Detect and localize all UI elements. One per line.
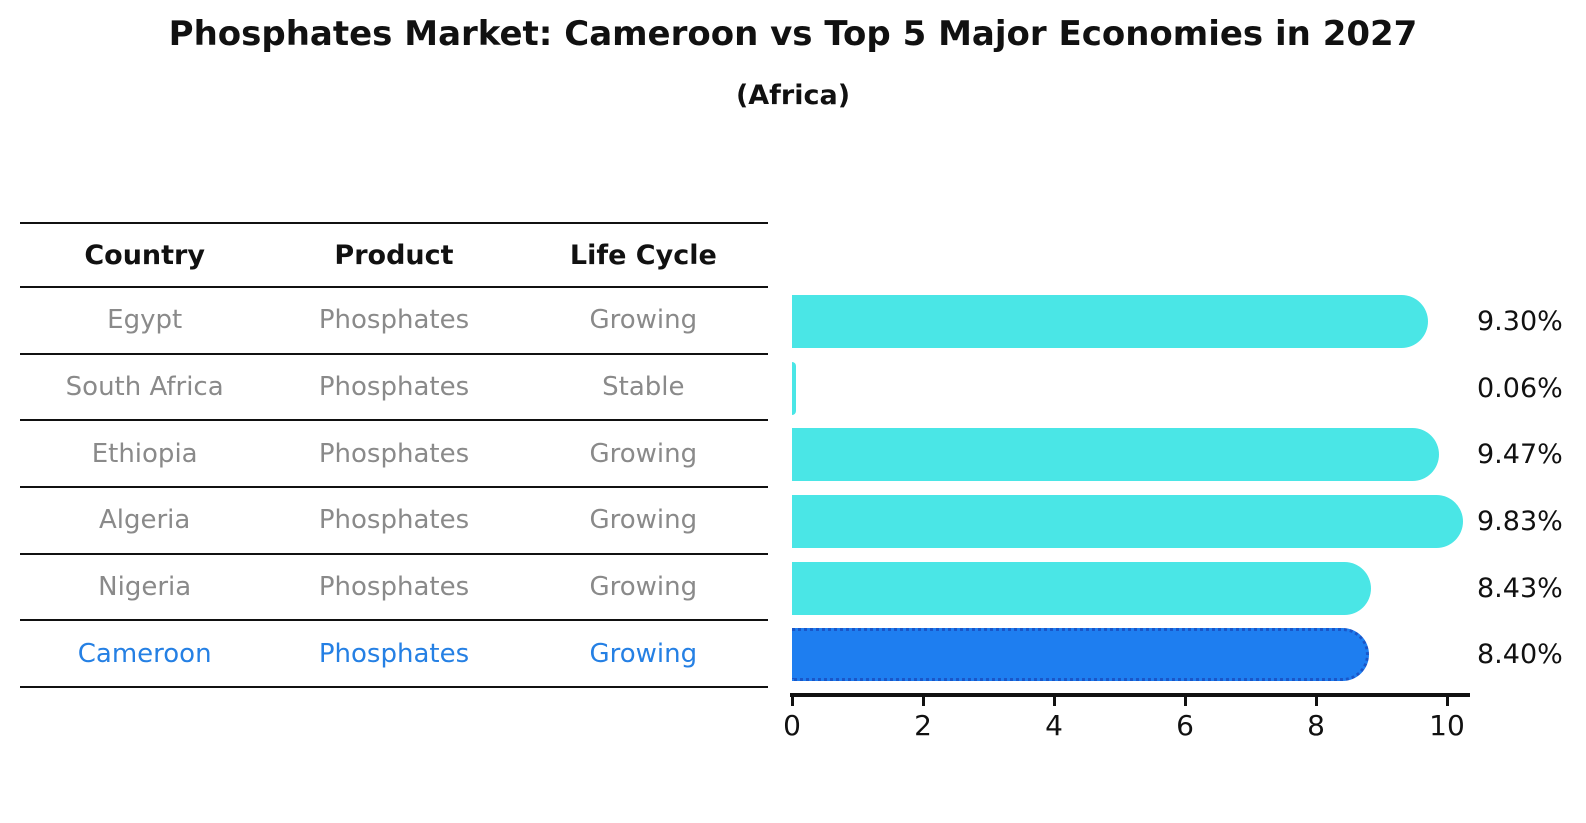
x-tick-mark (1184, 697, 1187, 706)
cell-lifecycle: Growing (589, 305, 698, 336)
bar-row-algeria (792, 488, 1492, 555)
cell-lifecycle: Stable (602, 372, 685, 403)
cell-product: Phosphates (318, 572, 470, 603)
bar-algeria (792, 494, 1463, 548)
cell-lifecycle: Growing (589, 505, 698, 536)
table-header-row: Country Product Life Cycle (20, 222, 768, 288)
page-title: Phosphates Market: Cameroon vs Top 5 Maj… (168, 14, 1418, 54)
cell-product: Phosphates (318, 505, 470, 536)
bar-row-ethiopia (792, 421, 1492, 488)
value-label-cameroon: 8.40% (1477, 639, 1563, 671)
x-tick-label: 2 (914, 709, 932, 742)
bar-row-nigeria (792, 555, 1492, 622)
cell-country: South Africa (65, 372, 224, 403)
value-label-south-africa: 0.06% (1477, 372, 1563, 404)
table-row-ethiopia: Ethiopia Phosphates Growing (20, 421, 768, 489)
page-subtitle: (Africa) (735, 80, 851, 111)
table-row-nigeria: Nigeria Phosphates Growing (20, 555, 768, 622)
cell-country: Nigeria (98, 572, 192, 603)
table-row-egypt: Egypt Phosphates Growing (20, 288, 768, 355)
cell-lifecycle: Growing (589, 638, 698, 669)
country-table: Country Product Life Cycle Egypt Phospha… (20, 222, 768, 689)
cell-country: Egypt (107, 305, 183, 336)
x-tick-label: 8 (1307, 709, 1325, 742)
table-row-south-africa: South Africa Phosphates Stable (20, 355, 768, 422)
value-label-algeria: 9.83% (1477, 505, 1563, 537)
bar-south-africa (792, 361, 796, 415)
bar-row-egypt (792, 288, 1492, 355)
bar-plot (792, 288, 1492, 688)
x-tick-mark (1315, 697, 1318, 706)
x-tick-mark (1446, 697, 1449, 706)
value-label-nigeria: 8.43% (1477, 572, 1563, 604)
bar-nigeria (792, 561, 1372, 615)
cell-country: Cameroon (77, 638, 212, 669)
x-axis-line (790, 693, 1470, 697)
cell-product: Phosphates (318, 372, 470, 403)
value-label-column: 9.30% 0.06% 9.47% 9.83% 8.43% 8.40% (1477, 288, 1586, 688)
x-tick-label: 6 (1176, 709, 1194, 742)
cell-country: Algeria (98, 505, 191, 536)
x-tick-mark (791, 697, 794, 706)
value-label-egypt: 9.30% (1477, 305, 1563, 337)
x-tick-label: 0 (783, 709, 801, 742)
x-axis-ticks: 0 2 4 6 8 10 (783, 697, 1492, 757)
cell-product: Phosphates (318, 638, 470, 669)
column-header-country: Country (84, 239, 205, 271)
x-tick-label: 4 (1045, 709, 1063, 742)
column-header-lifecycle: Life Cycle (569, 239, 717, 271)
column-header-product: Product (334, 239, 454, 271)
cell-lifecycle: Growing (589, 572, 698, 603)
cell-lifecycle: Growing (589, 438, 698, 469)
x-tick-mark (1053, 697, 1056, 706)
x-tick-label: 10 (1429, 709, 1465, 742)
cell-country: Ethiopia (91, 438, 198, 469)
bar-cameroon (792, 628, 1370, 682)
x-tick-mark (922, 697, 925, 706)
bar-row-cameroon (792, 621, 1492, 688)
table-row-algeria: Algeria Phosphates Growing (20, 488, 768, 555)
table-row-cameroon: Cameroon Phosphates Growing (20, 621, 768, 689)
cell-product: Phosphates (318, 305, 470, 336)
cell-product: Phosphates (318, 438, 470, 469)
value-label-ethiopia: 9.47% (1477, 439, 1563, 471)
bar-ethiopia (792, 428, 1440, 482)
bar-row-south-africa (792, 355, 1492, 422)
bar-egypt (792, 294, 1429, 348)
